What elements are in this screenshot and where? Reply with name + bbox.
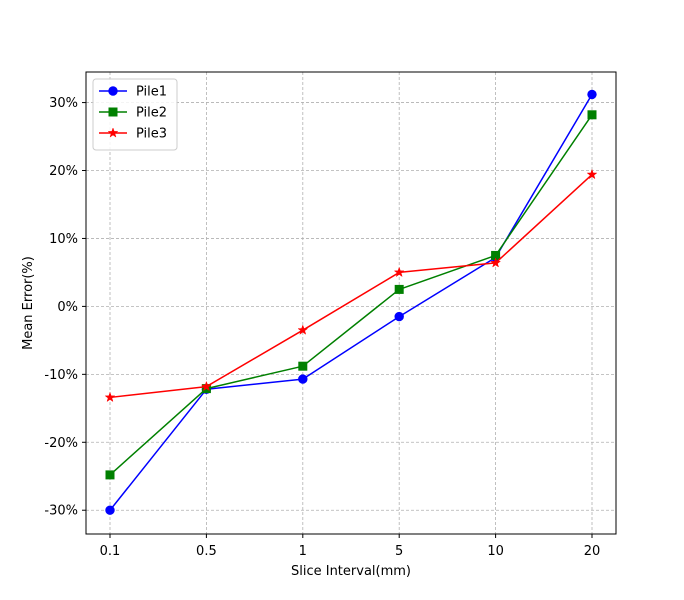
data-point-pile1 [394,311,404,322]
x-tick-label: 0.5 [196,544,217,559]
y-tick-label: 20% [49,164,78,179]
y-tick-label: 0% [57,300,78,315]
legend-marker-pile1 [108,86,118,96]
legend-item-pile1: Pile1 [99,85,167,100]
data-point-pile2 [394,284,404,294]
data-point-pile2 [298,361,308,371]
y-tick-label: -20% [44,436,78,451]
data-point-pile3 [490,257,502,268]
data-point-pile1 [105,505,115,515]
series-line-pile3 [109,174,593,399]
grid [86,72,616,534]
x-tick-label: 20 [584,544,601,559]
data-point-pile3 [297,324,309,335]
legend-marker-pile3 [107,127,119,138]
y-tick-label: -30% [44,504,78,519]
series-line-pile1 [109,94,593,511]
legend-label-pile3: Pile3 [136,127,167,142]
series-layer [104,89,598,515]
plot-area-frame [85,71,617,535]
x-axis-ticks: 0.1 0.5 1 5 10 20 [100,534,601,559]
x-axis-label: Slice Interval(mm) [291,564,411,579]
data-point-pile3 [586,168,598,180]
y-axis-ticks: -30% -20% -10% 0% 10% 20% 30% [44,96,86,519]
data-point-pile1 [298,374,308,384]
data-point-pile2 [587,110,597,120]
y-tick-label: -10% [44,368,78,383]
x-tick-label: 1 [299,544,307,559]
data-point-pile2 [105,470,115,480]
y-tick-label: 10% [49,232,78,247]
legend-marker-pile2 [108,107,118,117]
legend-item-pile2: Pile2 [99,106,167,121]
legend-label-pile2: Pile2 [136,106,167,121]
x-tick-label: 0.1 [100,544,121,559]
data-point-pile1 [587,89,597,100]
x-tick-label: 5 [395,544,403,559]
y-tick-label: 30% [49,96,78,111]
series-line-pile2 [109,114,593,476]
data-point-pile3 [393,266,405,278]
legend-item-pile3: Pile3 [99,127,167,142]
y-axis-label: Mean Error(%) [21,256,36,350]
series-pile3 [104,168,598,403]
data-point-pile3 [200,380,212,392]
data-point-pile3 [104,391,116,403]
legend-label-pile1: Pile1 [136,85,167,100]
series-pile1 [105,89,597,515]
x-tick-label: 10 [487,544,504,559]
legend: Pile1 Pile2 Pile3 [92,78,178,151]
